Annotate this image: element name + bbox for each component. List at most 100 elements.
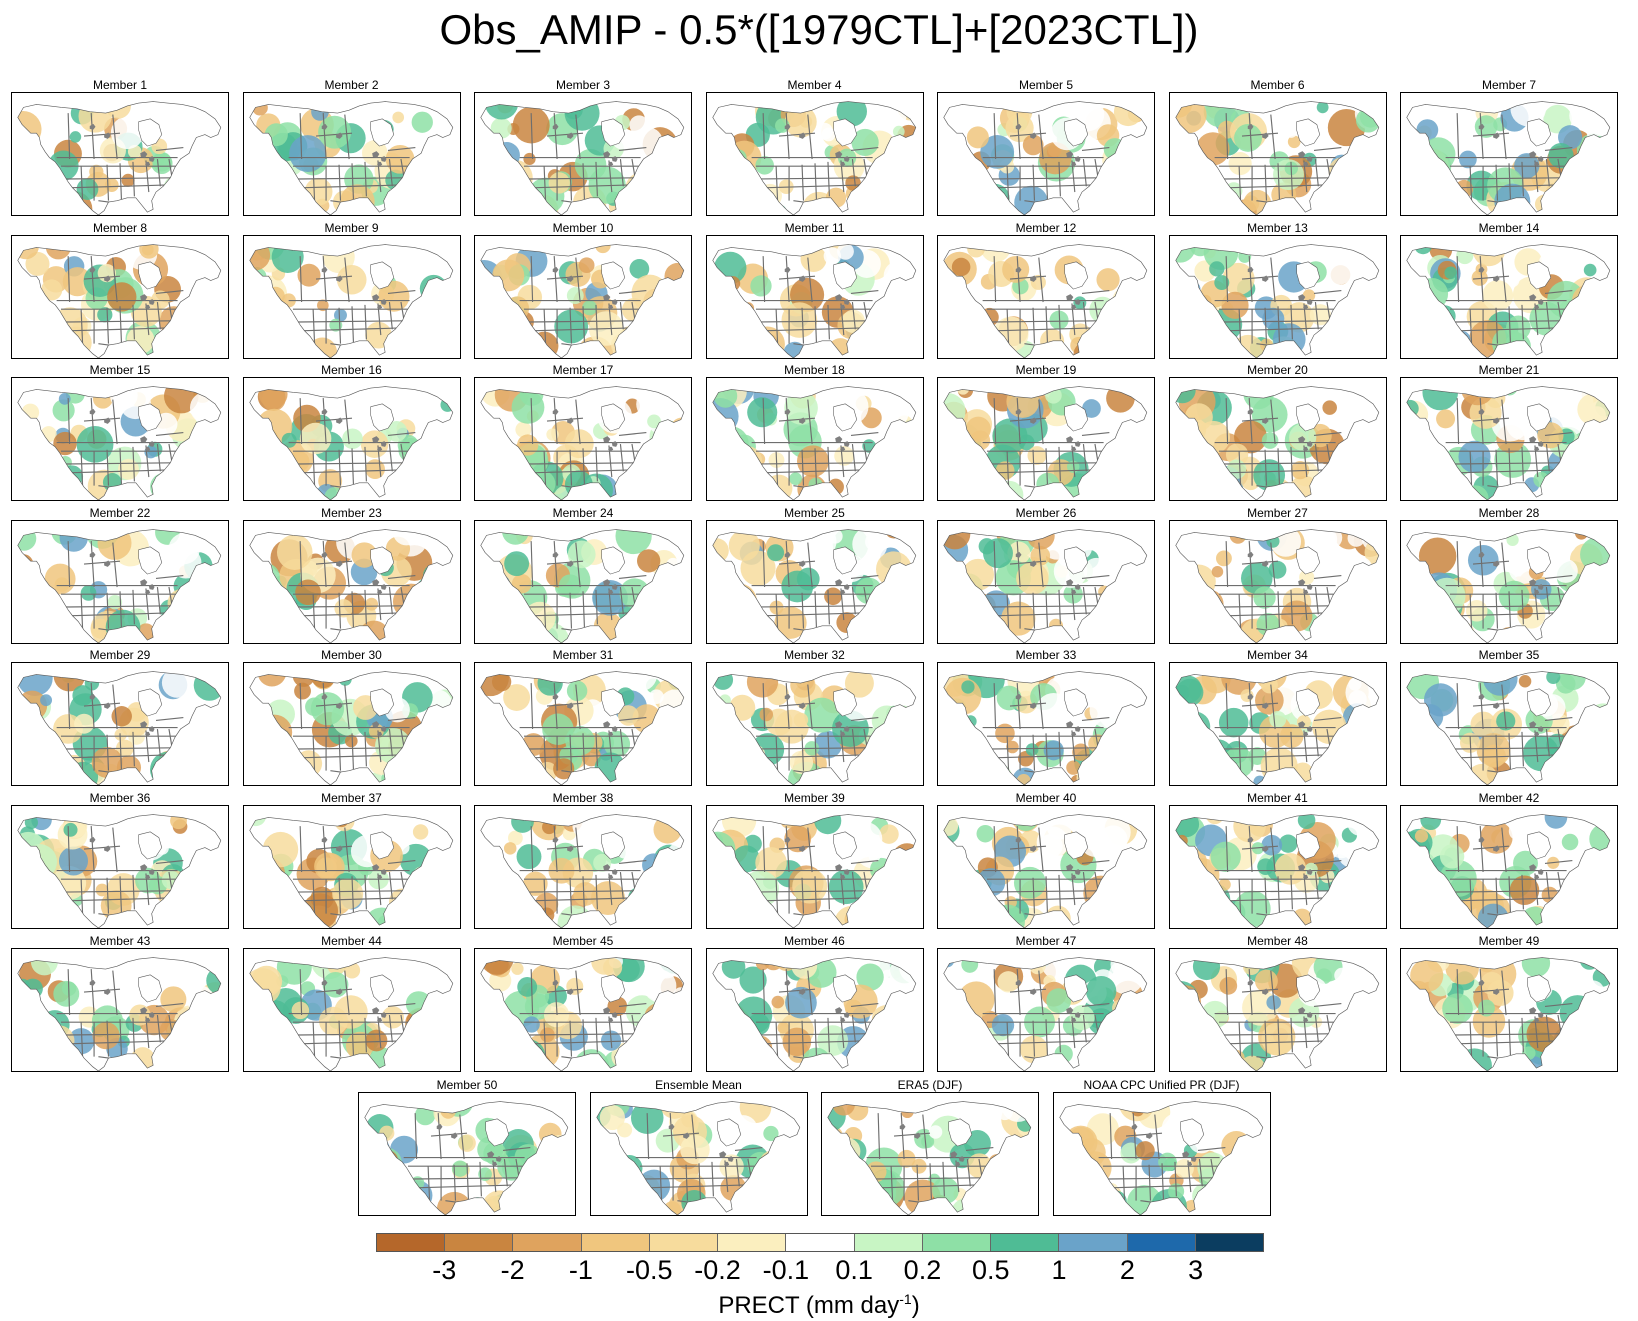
boundary-line xyxy=(1545,1014,1550,1042)
boundary-line xyxy=(1006,308,1010,344)
lake xyxy=(1074,583,1081,590)
panel-label: Member 27 xyxy=(1247,505,1308,520)
anomaly-patch xyxy=(1063,1163,1101,1201)
anomaly-patch xyxy=(489,574,511,595)
anomaly-patch xyxy=(1359,596,1374,611)
anomaly-patch xyxy=(860,622,879,641)
boundary-line xyxy=(83,132,121,137)
anomaly-patch xyxy=(974,173,987,186)
panel-label: Member 44 xyxy=(321,933,382,948)
anomaly-patch xyxy=(953,444,979,469)
boundary-line xyxy=(315,417,352,422)
boundary-line xyxy=(1009,132,1047,137)
political-boundaries xyxy=(981,398,1116,493)
boundary-line xyxy=(582,876,586,913)
panel-label: Member 9 xyxy=(324,220,379,235)
political-boundaries xyxy=(402,1113,537,1207)
anomaly-patch xyxy=(41,278,63,301)
anomaly-patch xyxy=(882,997,912,1026)
boundary-line xyxy=(1495,449,1499,486)
map-panel: Member 50 xyxy=(358,1078,576,1216)
panel-label: Member 41 xyxy=(1247,791,1308,805)
anomaly-patch xyxy=(928,1125,943,1139)
anomaly-patch xyxy=(1107,456,1141,491)
anomaly-patch xyxy=(498,341,511,354)
boundary-line xyxy=(1270,202,1297,207)
map-panel: Member 11 xyxy=(705,221,924,359)
anomaly-patch xyxy=(744,180,762,198)
anomaly-patch xyxy=(503,684,531,712)
anomaly-patch xyxy=(1339,777,1353,786)
anomaly-patch xyxy=(43,1024,75,1057)
lake xyxy=(1493,132,1500,139)
lake xyxy=(1030,702,1037,710)
boundary-line xyxy=(1006,736,1010,772)
anomaly-patch xyxy=(1101,305,1131,335)
boundary-line xyxy=(1032,449,1036,486)
boundary-line xyxy=(1225,683,1228,730)
boundary-line xyxy=(156,586,161,615)
anomaly-patch xyxy=(663,202,683,215)
boundary-line xyxy=(1082,444,1087,472)
anomaly-patch xyxy=(1214,1110,1235,1132)
anomaly-patch xyxy=(1565,314,1581,331)
boundary-line xyxy=(1501,684,1507,730)
anomaly-patch xyxy=(260,861,274,875)
boundary-line xyxy=(112,542,118,587)
boundary-line xyxy=(595,1017,598,1052)
hudson-bay xyxy=(1527,546,1552,575)
boundary-line xyxy=(631,729,636,747)
political-boundaries xyxy=(749,398,884,493)
anomaly-patch xyxy=(932,1177,959,1204)
north-america-map xyxy=(1400,519,1618,644)
anomaly-patch xyxy=(1256,858,1274,875)
hudson-bay xyxy=(832,403,857,432)
boundary-line xyxy=(1209,1158,1214,1177)
boundary-line xyxy=(723,1160,728,1193)
anomaly-patch xyxy=(973,1193,993,1212)
anomaly-patch xyxy=(386,475,424,501)
anomaly-patch xyxy=(492,163,524,195)
anomaly-patch xyxy=(1548,143,1574,169)
boundary-line xyxy=(322,968,327,1015)
boundary-line xyxy=(168,729,173,747)
lake xyxy=(834,578,842,586)
map-svg xyxy=(248,243,453,358)
hudson-bay xyxy=(1295,118,1320,147)
anomaly-patch xyxy=(444,1101,462,1114)
anomaly-patch xyxy=(196,712,221,739)
boundary-line xyxy=(80,308,84,344)
anomaly-patch xyxy=(255,614,286,643)
anomaly-patch xyxy=(889,309,911,331)
boundary-line xyxy=(1263,1020,1267,1057)
lake xyxy=(1537,869,1544,875)
anomaly-patch xyxy=(51,611,64,624)
boundary-line xyxy=(749,177,880,180)
boundary-line xyxy=(72,897,172,902)
panel-label: Member 13 xyxy=(1247,220,1308,235)
lake xyxy=(140,1006,148,1014)
boundary-line xyxy=(112,114,118,160)
anomaly-patch xyxy=(1408,196,1426,215)
anomaly-patch xyxy=(1122,300,1147,335)
anomaly-patch xyxy=(948,299,980,331)
boundary-line xyxy=(344,1058,371,1063)
north-america-map xyxy=(242,234,461,359)
anomaly-patch xyxy=(249,575,272,608)
lake xyxy=(1066,293,1074,301)
boundary-line xyxy=(1534,730,1539,763)
boundary-line xyxy=(1456,683,1460,730)
anomaly-patch xyxy=(1406,317,1429,346)
anomaly-patch xyxy=(1127,622,1147,643)
boundary-line xyxy=(1501,630,1528,635)
anomaly-patch xyxy=(1356,732,1379,759)
boundary-line xyxy=(839,730,844,763)
anomaly-patch xyxy=(1367,1036,1379,1049)
anomaly-patch xyxy=(1414,829,1428,843)
lake xyxy=(140,721,148,728)
anomaly-patch xyxy=(1118,437,1147,469)
lake xyxy=(148,298,155,305)
political-boundaries xyxy=(55,826,190,920)
lake xyxy=(1074,441,1081,448)
anomaly-patch xyxy=(419,892,433,905)
